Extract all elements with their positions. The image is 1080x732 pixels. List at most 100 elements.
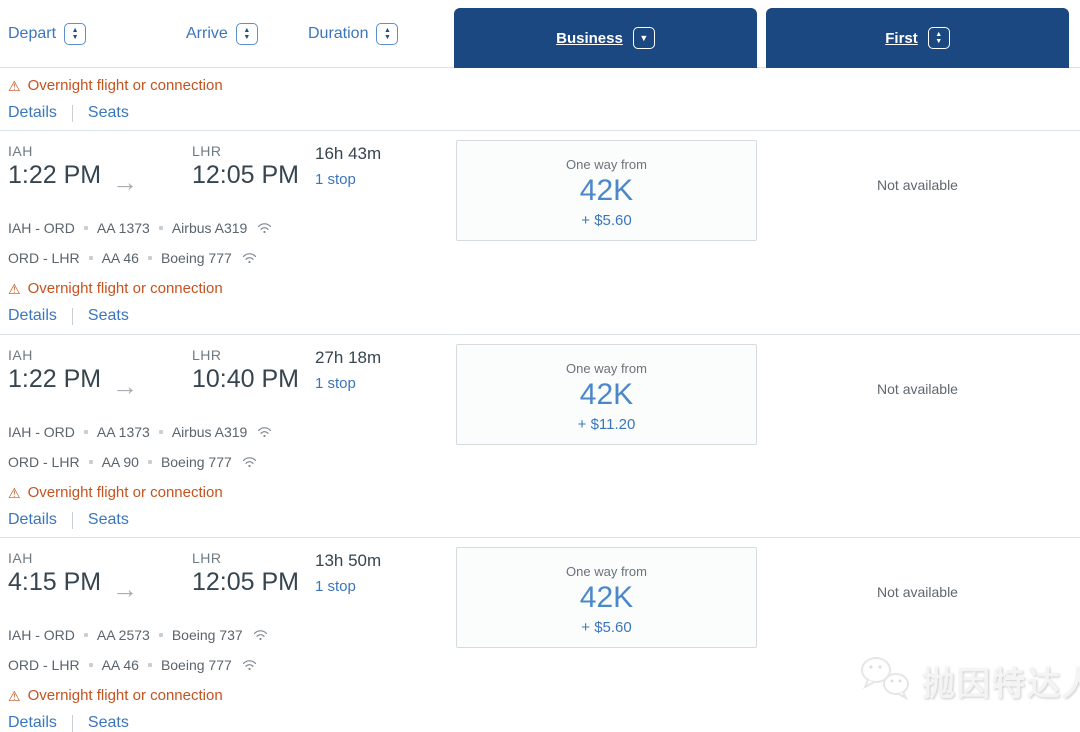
links-divider <box>71 714 73 732</box>
warning-triangle-icon: ⚠ <box>8 280 21 297</box>
seats-link[interactable]: Seats <box>87 714 129 731</box>
right-arrow-icon: → <box>112 371 138 401</box>
separator-dot <box>83 633 88 637</box>
depart-time: 1:22 PM <box>8 161 102 189</box>
sort-up-down-icon[interactable]: ▲ ▼ <box>376 23 399 45</box>
chevron-down-icon[interactable]: ▼ <box>632 27 655 49</box>
fare-prefix: One way from <box>566 564 647 579</box>
segment-route: ORD - LHR <box>8 657 80 673</box>
row-links: Details Seats <box>8 511 129 529</box>
segment-aircraft: Airbus A319 <box>171 424 248 440</box>
sort-duration-label: Duration <box>308 25 369 42</box>
wifi-icon <box>242 252 257 264</box>
origin-code: IAH <box>8 347 33 363</box>
separator-dot <box>83 226 88 230</box>
separator-dot <box>83 430 88 434</box>
award-taxes: + $5.60 <box>581 619 632 636</box>
sort-depart-label: Depart <box>8 25 57 42</box>
sort-depart-button[interactable]: Depart ▲ ▼ <box>8 23 87 45</box>
warning-triangle-icon: ⚠ <box>8 77 21 94</box>
right-arrow-icon: → <box>112 167 138 197</box>
details-link[interactable]: Details <box>8 511 57 528</box>
fare-prefix: One way from <box>566 361 647 376</box>
results-header: Depart ▲ ▼ Arrive ▲ ▼ Duration ▲ ▼ Busin… <box>0 0 1080 68</box>
seats-link[interactable]: Seats <box>87 307 129 324</box>
column-header-business[interactable]: Business ▼ <box>454 8 757 68</box>
segment-route: IAH - ORD <box>8 220 75 236</box>
flight-result-row: IAH 4:15 PM → LHR 12:05 PM 13h 50m 1 sto… <box>0 537 1080 732</box>
award-miles: 42K <box>579 581 634 614</box>
overnight-warning: ⚠ Overnight flight or connection <box>8 77 223 94</box>
depart-time: 1:22 PM <box>8 365 102 393</box>
row-links: Details Seats <box>8 714 129 732</box>
flight-result-row: IAH 1:22 PM → LHR 10:40 PM 27h 18m 1 sto… <box>0 334 1080 538</box>
wifi-icon <box>257 222 272 234</box>
flight-result-row: IAH 1:22 PM → LHR 12:05 PM 16h 43m 1 sto… <box>0 130 1080 334</box>
award-miles: 42K <box>579 378 634 411</box>
duration-text: 27h 18m <box>315 348 382 367</box>
wifi-icon <box>257 426 272 438</box>
segment-aircraft: Boeing 737 <box>171 627 243 643</box>
business-fare-card[interactable]: One way from 42K + $11.20 <box>456 344 757 445</box>
seats-link[interactable]: Seats <box>87 511 129 528</box>
sort-up-down-icon[interactable]: ▲ ▼ <box>927 27 950 49</box>
sort-up-down-icon[interactable]: ▲ ▼ <box>235 23 258 45</box>
column-header-first[interactable]: First ▲ ▼ <box>766 8 1069 68</box>
segment-flight-number: AA 46 <box>101 250 139 266</box>
first-label: First <box>885 29 918 47</box>
sort-duration-button[interactable]: Duration ▲ ▼ <box>308 23 399 45</box>
warning-triangle-icon: ⚠ <box>8 687 21 704</box>
stops-link[interactable]: 1 stop <box>315 375 356 392</box>
overnight-warning: ⚠ Overnight flight or connection <box>8 280 223 297</box>
separator-dot <box>147 663 152 667</box>
links-divider <box>71 511 73 529</box>
segment-flight-number: AA 1373 <box>96 220 150 236</box>
details-link[interactable]: Details <box>8 307 57 324</box>
segment-row: ORD - LHR AA 46 Boeing 777 <box>8 657 257 673</box>
first-not-available: Not available <box>877 381 958 397</box>
overnight-warning: ⚠ Overnight flight or connection <box>8 687 223 704</box>
duration-text: 13h 50m <box>315 551 382 570</box>
separator-dot <box>147 256 152 260</box>
sort-arrive-label: Arrive <box>186 25 228 42</box>
warning-triangle-icon: ⚠ <box>8 484 21 501</box>
segment-route: ORD - LHR <box>8 250 80 266</box>
links-divider <box>71 104 73 122</box>
overnight-warning: ⚠ Overnight flight or connection <box>8 484 223 501</box>
sort-arrive-button[interactable]: Arrive ▲ ▼ <box>186 23 258 45</box>
segment-route: IAH - ORD <box>8 627 75 643</box>
arrive-time: 10:40 PM <box>192 365 300 393</box>
origin-code: IAH <box>8 550 33 566</box>
details-link[interactable]: Details <box>8 714 57 731</box>
segment-row: ORD - LHR AA 90 Boeing 777 <box>8 454 257 470</box>
stops-link[interactable]: 1 stop <box>315 171 356 188</box>
separator-dot <box>158 226 163 230</box>
details-link[interactable]: Details <box>8 104 57 121</box>
segment-flight-number: AA 46 <box>101 657 139 673</box>
separator-dot <box>147 460 152 464</box>
stops-link[interactable]: 1 stop <box>315 578 356 595</box>
business-fare-card[interactable]: One way from 42K + $5.60 <box>456 547 757 648</box>
overnight-warning-text: Overnight flight or connection <box>27 280 223 297</box>
segment-route: ORD - LHR <box>8 454 80 470</box>
business-fare-card[interactable]: One way from 42K + $5.60 <box>456 140 757 241</box>
seats-link[interactable]: Seats <box>87 104 129 121</box>
destination-code: LHR <box>192 550 222 566</box>
separator-dot <box>88 663 93 667</box>
segment-flight-number: AA 90 <box>101 454 139 470</box>
award-taxes: + $5.60 <box>581 212 632 229</box>
first-not-available: Not available <box>877 584 958 600</box>
row-links: Details Seats <box>8 307 129 325</box>
fare-prefix: One way from <box>566 157 647 172</box>
segment-aircraft: Airbus A319 <box>171 220 248 236</box>
right-arrow-icon: → <box>112 574 138 604</box>
separator-dot <box>158 633 163 637</box>
sort-up-down-icon[interactable]: ▲ ▼ <box>64 23 87 45</box>
segment-route: IAH - ORD <box>8 424 75 440</box>
segment-aircraft: Boeing 777 <box>160 454 232 470</box>
separator-dot <box>158 430 163 434</box>
segment-aircraft: Boeing 777 <box>160 250 232 266</box>
links-divider <box>71 307 73 325</box>
row-links: Details Seats <box>8 104 129 122</box>
separator-dot <box>88 460 93 464</box>
